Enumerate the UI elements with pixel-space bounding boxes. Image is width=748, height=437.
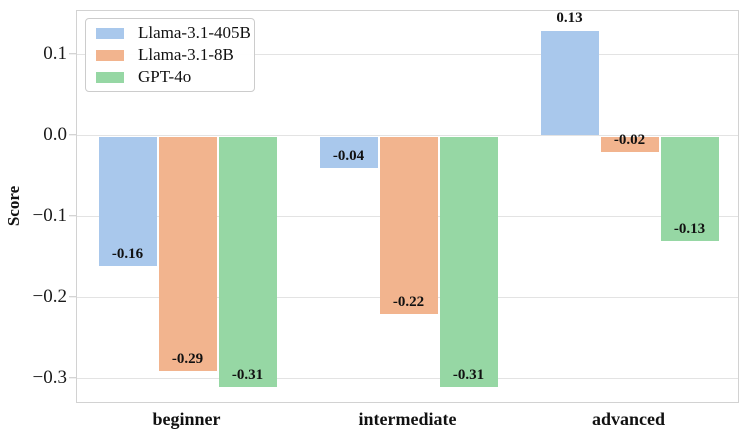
bar-Llama-3.1-405B-intermediate: [319, 136, 378, 169]
gridline: [77, 54, 738, 56]
y-tick-mark: [69, 53, 76, 55]
y-tick-mark: [69, 134, 76, 136]
legend-swatch-icon: [96, 71, 124, 83]
gridline: [77, 378, 738, 380]
legend: Llama-3.1-405B Llama-3.1-8B GPT-4o: [85, 18, 255, 92]
legend-swatch-icon: [96, 27, 124, 39]
bar-Llama-3.1-8B-beginner: [158, 136, 217, 371]
bar-GPT-4o-beginner: [218, 136, 277, 387]
x-category-label-intermediate: intermediate: [358, 409, 457, 429]
x-category-label-advanced: advanced: [591, 409, 666, 429]
plot-area: -0.16 -0.29 -0.31 -0.04 -0.22 -0.31 0.13 -0.02 -…: [76, 10, 739, 403]
legend-item-label: Llama-3.1-405B: [138, 23, 251, 42]
bar-value-label: -0.13: [673, 221, 706, 238]
y-tick-label: −0.3: [32, 366, 67, 388]
bar-Llama-3.1-8B-intermediate: [379, 136, 438, 315]
legend-item-GPT-4o: GPT-4o: [92, 67, 248, 87]
bar-GPT-4o-intermediate: [439, 136, 498, 387]
y-tick-label: 0.1: [43, 42, 67, 64]
legend-item-Llama-3.1-8B: Llama-3.1-8B: [92, 45, 248, 65]
bar-value-label: -0.02: [613, 132, 646, 149]
bar-value-label: -0.29: [171, 350, 204, 367]
y-tick-label: 0.0: [43, 123, 67, 145]
y-axis-label: Score: [4, 185, 23, 227]
y-tick-label: −0.1: [32, 204, 67, 226]
y-tick-mark: [69, 377, 76, 379]
bar-Llama-3.1-405B-advanced: [540, 30, 599, 135]
y-tick-label: −0.2: [32, 285, 67, 307]
bar-value-label: -0.31: [231, 366, 264, 383]
bar-value-label: 0.13: [556, 9, 583, 26]
x-category-label-beginner: beginner: [152, 409, 221, 429]
bar-value-label: -0.31: [452, 366, 485, 383]
bar-value-label: -0.22: [392, 294, 425, 311]
bar-Llama-3.1-405B-beginner: [98, 136, 157, 266]
bar-GPT-4o-advanced: [660, 136, 719, 242]
legend-item-label: Llama-3.1-8B: [138, 45, 234, 64]
y-tick-mark: [69, 215, 76, 217]
legend-swatch-icon: [96, 49, 124, 61]
legend-item-Llama-3.1-405B: Llama-3.1-405B: [92, 23, 251, 43]
bar-value-label: -0.16: [111, 245, 144, 262]
bar-value-label: -0.04: [332, 148, 365, 165]
legend-item-label: GPT-4o: [138, 67, 192, 86]
bar-Llama-3.1-8B-advanced: [600, 136, 659, 153]
gridline: [77, 135, 738, 137]
y-tick-mark: [69, 296, 76, 298]
